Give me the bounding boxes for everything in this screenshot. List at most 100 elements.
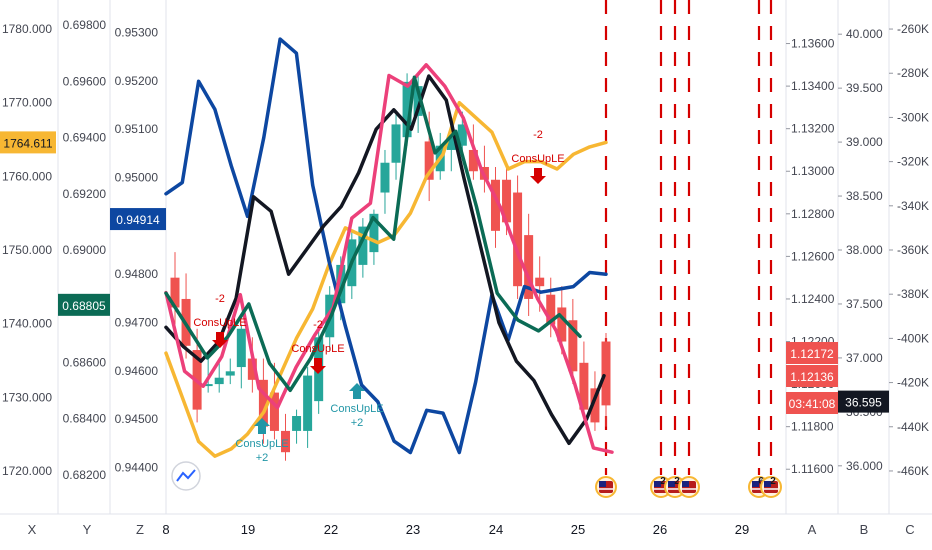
axis-a-tick-label: 1.13600 (791, 37, 835, 51)
axis-b-tick-label: 38.500 (846, 189, 883, 203)
candle-body (546, 294, 556, 325)
flag-canton (599, 481, 606, 487)
candle-body (269, 392, 279, 431)
axis-z-tick-label: 0.94400 (115, 461, 159, 475)
axis-b-tick-label: 36.000 (846, 459, 883, 473)
tradingview-logo[interactable] (171, 461, 201, 491)
axis-y-tick-label: 0.68600 (63, 355, 107, 369)
axis-c-tick-label: -380K (897, 287, 929, 301)
axis-letter-label[interactable]: X (28, 522, 37, 537)
axis-x-tick-label: 1730.000 (2, 390, 52, 404)
badge-z-box (110, 208, 166, 231)
axis-x-tick-label: 1780.000 (2, 22, 52, 36)
axis-x-tick-label: 1770.000 (2, 96, 52, 110)
candle-body (236, 328, 246, 368)
badge-b-box (838, 390, 889, 413)
axis-y-tick-label: 0.68400 (63, 412, 107, 426)
signal-down-arrow (212, 332, 228, 348)
axis-z-tick-label: 0.94800 (115, 267, 159, 281)
axis-c-tick-label: -440K (897, 420, 929, 434)
signal-down-arrow (310, 358, 326, 374)
axis-a-tick-label: 1.13200 (791, 122, 835, 136)
candle-body (524, 235, 534, 299)
axis-c-tick-label: -260K (897, 22, 929, 36)
axis-x-tick-label: 1760.000 (2, 169, 52, 183)
axis-c-tick-label: -360K (897, 243, 929, 257)
axis-z-tick-label: 0.95300 (115, 26, 159, 40)
signals: -2 ConsUpLE -2 ConsUpLE -2 ConsUpLE ConsUpLE +2… (193, 129, 564, 464)
axis-z-tick-label: 0.94500 (115, 412, 159, 426)
axis-a-tick-label: 1.11600 (791, 462, 834, 476)
candle-body (446, 137, 456, 150)
axis-z-tick-label: 0.95200 (115, 74, 159, 88)
badge-y-text: 0.68805 (62, 299, 106, 313)
axis-a-tick-label: 1.11800 (791, 420, 834, 434)
axis-a-tick-label: 1.13000 (791, 164, 835, 178)
signal-value-label: -2 (533, 129, 543, 141)
x-tick-label: 26 (653, 522, 667, 537)
candle-body (413, 86, 423, 116)
price-badges: 1764.611 0.68805 0.94914 1.12172 1.12136 03:4… (0, 131, 889, 414)
signal-label: ConsUpLE (511, 153, 564, 165)
x-tick-label: 29 (735, 522, 749, 537)
signal-value-label: +2 (256, 452, 269, 464)
badge-y-box (58, 293, 110, 316)
signal-value-label: -2 (313, 319, 323, 331)
axis-a-tick-label: 1.12800 (791, 207, 835, 221)
time-axis[interactable]: 8 19 22 23 24 25 26 29 X Y Z A B C (28, 522, 915, 537)
flag-canton (654, 481, 661, 487)
badge-z-text: 0.94914 (116, 213, 160, 227)
candle-body (214, 377, 224, 385)
axis-x-tick-label: 1750.000 (2, 243, 52, 257)
logo-icon (176, 469, 196, 482)
axis-letter-label[interactable]: B (860, 522, 869, 537)
axis-z-tick-label: 0.95100 (115, 122, 159, 136)
event-marker-count: 2 (770, 476, 776, 487)
axis-b-tick-label: 38.000 (846, 243, 883, 257)
candle-body (457, 124, 467, 146)
candle-body (247, 358, 257, 380)
badge-a-box (786, 342, 838, 364)
series-line-2 (164, 74, 606, 446)
axis-b-tick-label: 37.000 (846, 351, 883, 365)
axis-y-tick-label: 0.69800 (63, 18, 107, 32)
axis-c-tick-label: -460K (897, 464, 929, 478)
signal-value-label: +2 (351, 417, 364, 429)
axis-x-tick-label: 1740.000 (2, 317, 52, 331)
candle-body (369, 213, 379, 253)
axis-letter-label[interactable]: Y (83, 522, 92, 537)
candle-body (402, 81, 412, 138)
future-event-lines (604, 0, 773, 475)
event-marker-count: 2 (674, 476, 680, 487)
candle-body (203, 384, 213, 387)
candle-body (579, 362, 589, 410)
candle-body (502, 179, 512, 223)
candle-body (424, 141, 434, 180)
axis-c-tick-label: -300K (897, 110, 929, 124)
series-line-3 (164, 63, 614, 454)
axis-b-tick-label: 40.000 (846, 27, 883, 41)
flag-canton (682, 481, 689, 487)
axis-c-tick-label: -420K (897, 376, 929, 390)
series-line-0 (164, 100, 608, 458)
axis-z-tick-label: 0.95000 (115, 171, 159, 185)
event-marker-count: 2 (660, 476, 666, 487)
candle-body (601, 341, 611, 406)
axis-letter-label[interactable]: A (808, 522, 817, 537)
candle-body (303, 375, 313, 431)
signal-label: ConsUpLE (291, 343, 344, 355)
axis-a-tick-label: 1.13400 (791, 79, 835, 93)
axis-letter-label[interactable]: C (905, 522, 914, 537)
axis-letter-label[interactable]: Z (136, 522, 144, 537)
candle-body (391, 124, 401, 163)
candle-body (225, 371, 235, 376)
candle-body (258, 379, 268, 427)
axis-y-tick-label: 0.69200 (63, 187, 107, 201)
axis-c-tick-label: -320K (897, 155, 929, 169)
axis-y-tick-label: 0.69400 (63, 131, 107, 145)
badge-a-text: 03:41:08 (789, 397, 836, 411)
axis-y-tick-label: 0.68200 (63, 468, 107, 482)
signal-value-label: -2 (215, 293, 225, 305)
